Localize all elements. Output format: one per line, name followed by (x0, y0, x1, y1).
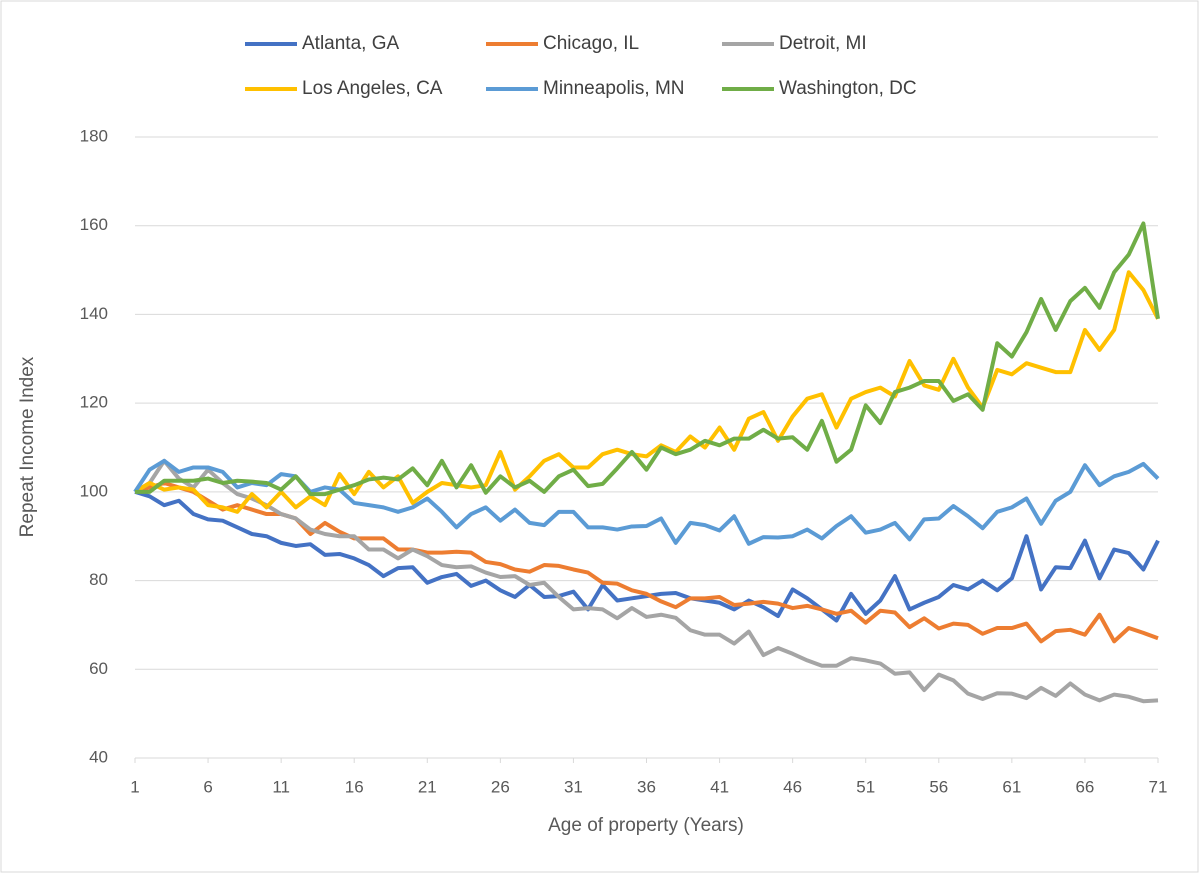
x-tick-label: 6 (203, 777, 212, 796)
x-tick-label: 51 (856, 777, 875, 796)
y-tick-label: 180 (80, 126, 108, 145)
x-tick-label: 26 (491, 777, 510, 796)
x-tick-label: 46 (783, 777, 802, 796)
y-tick-label: 80 (89, 570, 108, 589)
x-tick-label: 21 (418, 777, 437, 796)
series-line (134, 480, 1159, 644)
x-tick-label: 61 (1002, 777, 1021, 796)
y-axis-label: Repeat Income Index (17, 356, 38, 537)
x-tick-label: 66 (1075, 777, 1094, 796)
legend-label: Atlanta, GA (302, 33, 399, 54)
legend-label: Detroit, MI (779, 33, 867, 54)
y-tick-label: 160 (80, 215, 108, 234)
x-tick-label: 56 (929, 777, 948, 796)
y-tick-label: 60 (89, 659, 108, 678)
x-tick-label: 41 (710, 777, 729, 796)
x-tick-label: 1 (130, 777, 139, 796)
y-tick-label: 40 (89, 747, 108, 766)
x-tick-label: 11 (272, 777, 290, 796)
y-tick-label: 120 (80, 393, 108, 412)
legend-label: Chicago, IL (543, 33, 639, 54)
legend-label: Los Angeles, CA (302, 78, 443, 99)
x-tick-label: 16 (345, 777, 364, 796)
legend-label: Minneapolis, MN (543, 78, 685, 99)
x-axis-label: Age of property (Years) (548, 815, 744, 836)
series-line (133, 458, 1159, 704)
x-tick-label: 71 (1149, 777, 1168, 796)
x-tick-label: 31 (564, 777, 583, 796)
y-tick-label: 140 (80, 304, 108, 323)
series-line (135, 221, 1160, 497)
y-tick-label: 100 (80, 481, 108, 500)
legend-label: Washington, DC (779, 78, 917, 99)
x-tick-label: 36 (637, 777, 656, 796)
